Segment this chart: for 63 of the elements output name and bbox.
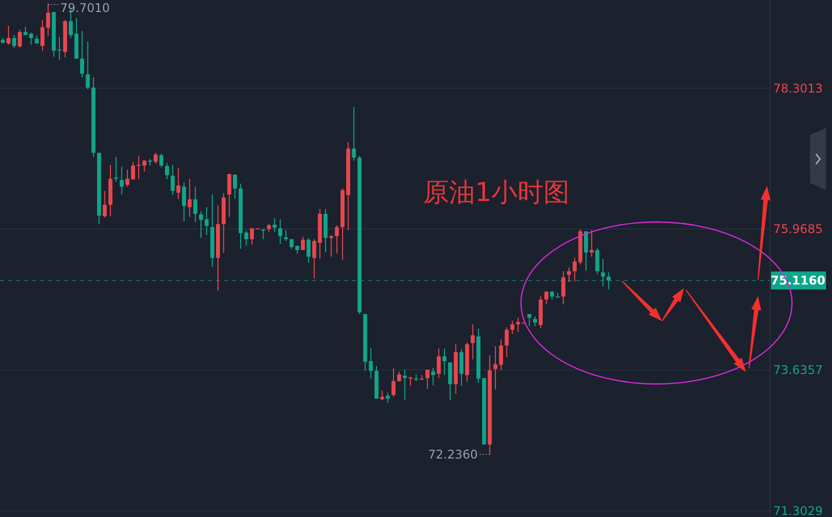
candlestick bbox=[80, 30, 84, 78]
candlestick bbox=[232, 174, 237, 200]
candlestick bbox=[193, 186, 198, 223]
candlestick bbox=[272, 218, 277, 232]
candlestick bbox=[584, 230, 588, 272]
candlestick bbox=[561, 270, 566, 305]
candlestick bbox=[425, 369, 430, 390]
candlestick bbox=[516, 317, 520, 333]
candlestick bbox=[510, 320, 514, 334]
candlestick bbox=[436, 348, 441, 379]
candlestick bbox=[402, 369, 407, 400]
candlestick bbox=[334, 224, 339, 254]
candlestick bbox=[606, 272, 611, 290]
candlestick bbox=[533, 316, 538, 327]
candlestick bbox=[352, 106, 356, 162]
candlestick bbox=[448, 362, 452, 401]
candlestick bbox=[188, 178, 192, 218]
annotation: 79.7010 bbox=[60, 0, 110, 15]
candlestick bbox=[590, 230, 594, 258]
candlestick bbox=[300, 236, 305, 251]
candlestick bbox=[600, 258, 605, 287]
candlestick bbox=[459, 348, 464, 386]
candlestick bbox=[102, 190, 107, 218]
candlestick bbox=[176, 167, 180, 200]
candlestick bbox=[595, 248, 600, 275]
candlestick bbox=[154, 152, 158, 164]
candlestick bbox=[18, 29, 22, 48]
y-tick-label: 78.3013 bbox=[773, 81, 823, 96]
y-tick-label: 75.9685 bbox=[773, 222, 823, 236]
candlestick bbox=[312, 238, 316, 279]
candlestick bbox=[114, 156, 118, 182]
candlestick bbox=[6, 25, 10, 46]
candlestick bbox=[159, 152, 164, 168]
candlestick bbox=[386, 392, 390, 404]
candlestick bbox=[278, 218, 282, 245]
candlestick bbox=[170, 164, 175, 196]
y-tick-label: 73.6357 bbox=[773, 363, 823, 378]
candlestick bbox=[470, 324, 475, 360]
candlestick bbox=[397, 370, 402, 382]
candlestick bbox=[504, 326, 509, 358]
candlestick bbox=[527, 314, 532, 327]
annotation: 72.2360 bbox=[428, 447, 478, 462]
candlestick bbox=[368, 347, 373, 380]
candlestick bbox=[261, 228, 266, 240]
candlestick bbox=[572, 256, 577, 282]
candlestick bbox=[120, 166, 124, 195]
candlestick bbox=[165, 162, 170, 180]
candlestick bbox=[182, 182, 186, 222]
candlestick bbox=[391, 368, 396, 398]
candlestick bbox=[12, 34, 16, 48]
candlestick bbox=[142, 160, 146, 172]
candlestick bbox=[544, 290, 548, 305]
candlestick bbox=[329, 234, 334, 258]
candlestick bbox=[244, 230, 248, 246]
candlestick bbox=[227, 173, 232, 218]
candlestick bbox=[442, 348, 446, 376]
candlestick bbox=[306, 237, 311, 264]
candlestick bbox=[408, 376, 412, 386]
candlestick bbox=[567, 267, 572, 283]
y-tick-label: 71.3029 bbox=[773, 504, 823, 517]
candlestick bbox=[86, 41, 90, 90]
candlestick bbox=[431, 367, 436, 386]
text: 原油1小时图 bbox=[423, 178, 570, 208]
